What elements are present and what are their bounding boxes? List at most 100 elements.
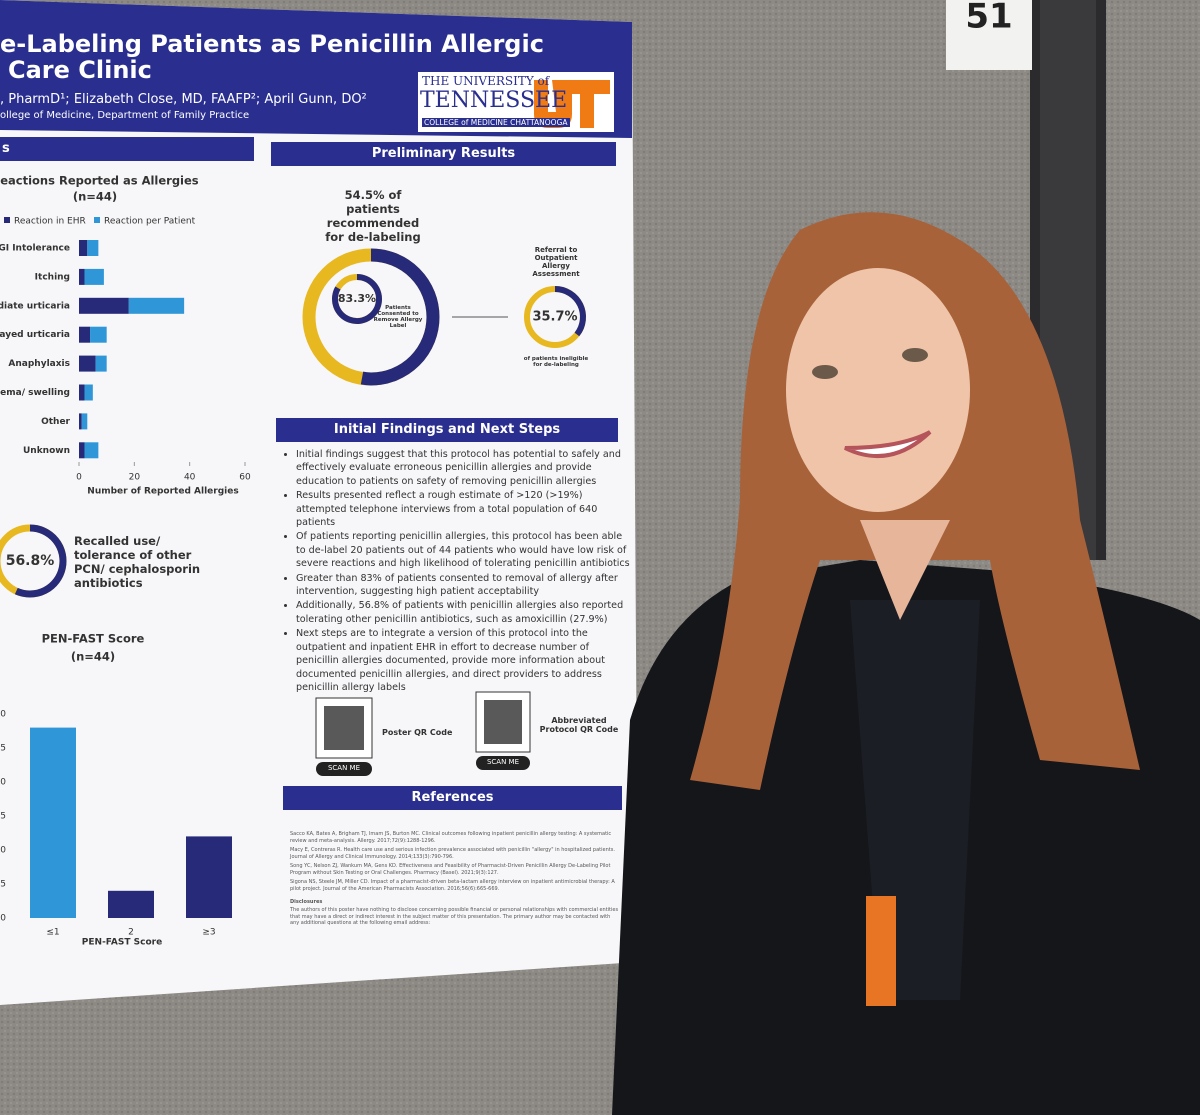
y-tick-label: GI Intolerance: [0, 244, 70, 254]
neck: [860, 520, 950, 620]
fringe: [790, 250, 960, 290]
y-tick-label: 10: [0, 846, 6, 856]
scan-badge: [476, 756, 530, 770]
bar-segment: [79, 355, 96, 372]
bar-segment: [84, 384, 93, 401]
y-tick-label: 15: [0, 812, 6, 822]
poster-title: Care Clinic: [8, 56, 152, 84]
donut-arc: [554, 286, 586, 337]
disclosures: The authors of this poster have nothing …: [290, 907, 619, 926]
reference: Song YC, Nelson ZJ, Wankum MA, Gens KD. …: [290, 863, 611, 876]
bar-segment: [79, 326, 91, 343]
x-tick-label: 40: [184, 473, 196, 483]
bar: [30, 727, 76, 918]
bar: [108, 890, 154, 918]
section-header: Preliminary Results: [271, 142, 616, 166]
y-tick-label: Unknown: [23, 446, 70, 456]
y-tick-label: 25: [0, 744, 6, 754]
findings-list: Initial findings suggest that this proto…: [282, 448, 632, 695]
bar-segment: [79, 268, 85, 285]
scan-badge: [316, 762, 372, 776]
y-tick-label: mediate urticaria: [0, 301, 70, 311]
finding: Greater than 83% of patients consented t…: [296, 572, 632, 599]
logo-text: THE UNIVERSITY of: [422, 74, 550, 88]
finding: Additionally, 56.8% of patients with pen…: [296, 599, 632, 626]
chart-title: PEN-FAST Score: [42, 632, 145, 646]
logo-text: COLLEGE of MEDICINE CHATTANOOGA: [422, 118, 570, 127]
eye: [812, 365, 838, 379]
bar-segment: [84, 268, 104, 285]
poster: [0, 0, 638, 1005]
section-header: References: [283, 786, 622, 810]
finding: Of patients reporting penicillin allergi…: [296, 530, 632, 570]
bar: [186, 836, 232, 918]
chart-subtitle: (n=44): [71, 650, 115, 664]
bar-segment: [79, 442, 85, 459]
donut-value: 35.7%: [532, 310, 577, 325]
x-tick-label: 20: [129, 473, 141, 483]
legend-label: Reaction in EHR: [14, 217, 86, 227]
x-tick-label: ≤1: [46, 928, 59, 938]
donut-note: of patients ineligible for de-labeling: [523, 356, 589, 368]
bar-segment: [84, 442, 99, 459]
affiliation: ollege of Medicine, Department of Family…: [0, 110, 250, 121]
y-tick-label: Anaphylaxis: [8, 359, 70, 369]
finding: Next steps are to integrate a version of…: [296, 627, 632, 694]
y-tick-label: 0: [0, 914, 6, 924]
bar-segment: [90, 326, 107, 343]
donut-value: 83.3%: [338, 292, 376, 305]
legend-label: Reaction per Patient: [104, 217, 196, 227]
bar-segment: [79, 413, 82, 430]
bar-segment: [79, 297, 129, 314]
badge: [866, 896, 896, 1006]
qr-pattern: [324, 706, 364, 750]
axis-label: Number of Reported Allergies: [87, 487, 238, 497]
y-tick-label: Delayed urticaria: [0, 330, 70, 340]
donut-arc: [14, 524, 67, 598]
disclosures-title: Disclosures: [290, 899, 323, 905]
y-tick-label: Other: [41, 417, 70, 427]
bar-segment: [87, 240, 99, 256]
bar-segment: [79, 384, 85, 401]
scan-label: SCAN ME: [327, 764, 361, 772]
qr-label: Abbreviated Protocol QR Code: [539, 716, 619, 734]
bar-segment: [95, 355, 107, 372]
section-header: Initial Findings and Next Steps: [276, 418, 618, 442]
y-tick-label: 5: [0, 880, 6, 890]
bar-segment: [81, 413, 88, 430]
y-tick-label: Itching: [35, 272, 70, 282]
finding: Results presented reflect a rough estima…: [296, 489, 632, 529]
reference: Sacco KA, Bates A, Brigham TJ, Imam JS, …: [290, 831, 612, 844]
eye: [902, 348, 928, 362]
bar-segment: [79, 240, 88, 256]
x-tick-label: 60: [239, 473, 251, 483]
logo-text: TENNESSEE: [420, 88, 568, 113]
donut-caption: 54.5% of patients recommended for de-lab…: [325, 188, 421, 244]
donut-ring: [360, 248, 440, 386]
finding: Initial findings suggest that this proto…: [296, 448, 632, 488]
axis-label: PEN-FAST Score: [82, 938, 162, 948]
reference: Sigona NS, Steele JM, Miller CD. Impact …: [290, 879, 615, 892]
logo-ut: [534, 80, 610, 128]
section-header: s: [0, 137, 254, 161]
donut-caption: Referral to Outpatient Allergy Assessmen…: [532, 246, 580, 278]
authors: , PharmD¹; Elizabeth Close, MD, FAAFP²; …: [0, 92, 367, 107]
x-tick-label: 0: [76, 473, 82, 483]
face: [786, 268, 970, 512]
reference: Macy E, Contreras R. Health care use and…: [290, 847, 615, 860]
donut-arc: [332, 274, 382, 324]
bar-segment: [128, 297, 185, 314]
chart-title: Reactions Reported as Allergies: [0, 174, 199, 188]
y-tick-label: 20: [0, 778, 6, 788]
poster-title: e-Labeling Patients as Penicillin Allerg…: [0, 30, 544, 58]
y-tick-label: edema/ swelling: [0, 388, 70, 398]
qr-pattern: [484, 700, 522, 744]
chart-subtitle: (n=44): [73, 190, 117, 204]
legend-swatch: [94, 217, 100, 223]
qr-label: Poster QR Code: [382, 728, 453, 737]
x-tick-label: 2: [128, 928, 134, 938]
recalled-text: Recalled use/ tolerance of other PCN/ ce…: [74, 534, 201, 590]
x-tick-label: ≥3: [202, 928, 215, 938]
y-tick-label: 30: [0, 710, 6, 720]
